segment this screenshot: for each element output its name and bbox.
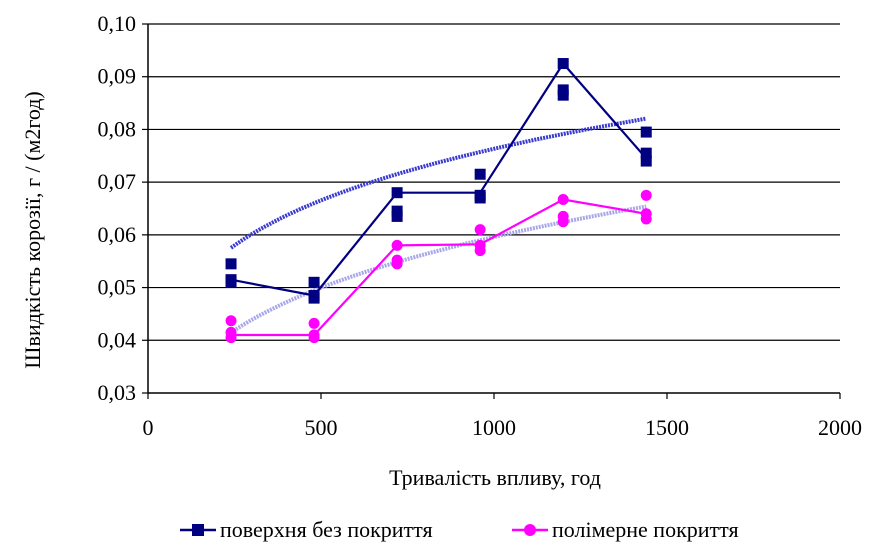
legend-label: поверхня без покриття — [220, 517, 433, 542]
x-tick-label: 1500 — [645, 415, 689, 440]
data-point-circle — [308, 332, 320, 344]
y-tick-label: 0,04 — [98, 327, 137, 352]
data-point-circle — [391, 239, 403, 251]
y-tick-label: 0,06 — [98, 222, 137, 247]
y-tick-label: 0,03 — [98, 380, 137, 405]
legend-label: полімерне покриття — [552, 517, 739, 542]
data-point-circle — [474, 245, 486, 257]
data-point-square — [640, 155, 652, 167]
data-point-square — [557, 58, 569, 70]
x-tick-label: 500 — [305, 415, 338, 440]
data-point-square — [391, 187, 403, 199]
data-point-square — [640, 126, 652, 138]
y-axis-title: Швидкість корозії, г / (м2год) — [20, 91, 45, 369]
y-tick-label: 0,05 — [98, 275, 137, 300]
data-point-square — [557, 89, 569, 101]
series-markers — [225, 58, 652, 344]
y-tick-label: 0,09 — [98, 64, 137, 89]
data-point-square — [640, 147, 652, 159]
data-point-square — [225, 276, 237, 288]
data-point-square — [225, 258, 237, 270]
series-line-2 — [231, 198, 647, 337]
data-point-circle — [557, 216, 569, 228]
legend-marker-square — [192, 524, 204, 536]
data-point-square — [474, 168, 486, 180]
y-tick-labels: 0,03 0,04 0,05 0,06 0,07 0,08 0,09 0,10 — [98, 11, 137, 405]
data-point-square — [308, 276, 320, 288]
legend: поверхня без покриття полімерне покриття — [180, 517, 739, 542]
data-point-square — [308, 292, 320, 304]
legend-marker-circle — [524, 524, 536, 536]
series-line-1 — [230, 61, 648, 297]
data-point-circle — [391, 258, 403, 270]
data-point-circle — [640, 189, 652, 201]
data-point-circle — [474, 224, 486, 236]
data-point-circle — [225, 332, 237, 344]
x-axis-title: Тривалість впливу, год — [389, 465, 601, 490]
data-point-square — [474, 192, 486, 204]
x-tick-label: 1000 — [472, 415, 516, 440]
trend-line-1 — [229, 116, 647, 250]
y-tick-label: 0,10 — [98, 11, 137, 36]
trend-line-2 — [229, 204, 647, 335]
data-point-circle — [308, 317, 320, 329]
data-point-circle — [557, 194, 569, 206]
x-tick-labels: 0 500 1000 1500 2000 — [143, 415, 863, 440]
data-point-circle — [640, 213, 652, 225]
series-lines — [230, 61, 648, 337]
y-tick-label: 0,07 — [98, 169, 137, 194]
data-point-circle — [225, 315, 237, 327]
axes — [142, 23, 841, 399]
grid-lines — [148, 23, 840, 341]
trend-lines — [229, 116, 647, 335]
x-tick-label: 2000 — [818, 415, 862, 440]
data-point-square — [391, 210, 403, 222]
x-tick-label: 0 — [143, 415, 154, 440]
y-tick-label: 0,08 — [98, 116, 137, 141]
